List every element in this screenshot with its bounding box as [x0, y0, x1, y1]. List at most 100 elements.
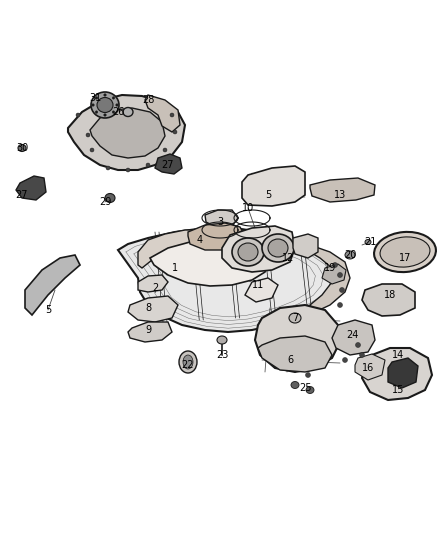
Text: 24: 24 — [346, 330, 358, 340]
Ellipse shape — [289, 313, 301, 323]
Polygon shape — [128, 322, 172, 342]
Polygon shape — [145, 95, 180, 132]
Text: 30: 30 — [16, 143, 28, 153]
Ellipse shape — [112, 111, 115, 114]
Polygon shape — [310, 245, 350, 312]
Polygon shape — [205, 210, 238, 228]
Ellipse shape — [380, 237, 430, 267]
Ellipse shape — [306, 386, 314, 393]
Ellipse shape — [338, 303, 343, 308]
Polygon shape — [188, 223, 245, 250]
Ellipse shape — [123, 108, 133, 117]
Polygon shape — [255, 305, 340, 372]
Text: 20: 20 — [344, 250, 356, 260]
Ellipse shape — [268, 239, 288, 257]
Ellipse shape — [365, 239, 371, 245]
Ellipse shape — [95, 111, 98, 114]
Polygon shape — [138, 230, 205, 268]
Text: 31: 31 — [89, 93, 101, 103]
Polygon shape — [68, 95, 185, 170]
Text: 21: 21 — [364, 237, 376, 247]
Ellipse shape — [76, 113, 80, 117]
Ellipse shape — [86, 133, 90, 137]
Ellipse shape — [95, 96, 98, 99]
Ellipse shape — [217, 336, 227, 344]
Text: 5: 5 — [265, 190, 271, 200]
Polygon shape — [310, 178, 375, 202]
Polygon shape — [155, 154, 182, 174]
Ellipse shape — [332, 262, 338, 268]
Ellipse shape — [374, 232, 436, 272]
Ellipse shape — [238, 243, 258, 261]
Ellipse shape — [179, 351, 197, 373]
Text: 14: 14 — [392, 350, 404, 360]
Text: 27: 27 — [162, 160, 174, 170]
Ellipse shape — [338, 272, 343, 278]
Text: 19: 19 — [324, 263, 336, 273]
Text: 6: 6 — [287, 355, 293, 365]
Text: 12: 12 — [282, 253, 294, 263]
Polygon shape — [242, 166, 305, 206]
Ellipse shape — [232, 238, 264, 266]
Text: 17: 17 — [399, 253, 411, 263]
Ellipse shape — [18, 144, 26, 151]
Polygon shape — [332, 320, 375, 355]
Ellipse shape — [173, 130, 177, 134]
Text: 7: 7 — [292, 313, 298, 323]
Ellipse shape — [105, 193, 115, 203]
Text: 22: 22 — [182, 360, 194, 370]
Ellipse shape — [345, 251, 355, 259]
Polygon shape — [128, 296, 178, 322]
Ellipse shape — [291, 382, 299, 389]
Ellipse shape — [90, 148, 94, 152]
Polygon shape — [355, 354, 385, 380]
Ellipse shape — [356, 343, 360, 348]
Text: 29: 29 — [99, 197, 111, 207]
Polygon shape — [150, 240, 268, 286]
Ellipse shape — [343, 358, 347, 362]
Polygon shape — [222, 226, 295, 272]
Polygon shape — [25, 255, 80, 315]
Text: 28: 28 — [142, 95, 154, 105]
Text: 2: 2 — [152, 283, 158, 293]
Text: 4: 4 — [197, 235, 203, 245]
Ellipse shape — [360, 352, 364, 358]
Ellipse shape — [106, 166, 110, 170]
Ellipse shape — [339, 287, 345, 293]
Ellipse shape — [126, 168, 130, 172]
Text: 13: 13 — [334, 190, 346, 200]
Polygon shape — [362, 348, 432, 400]
Ellipse shape — [146, 163, 150, 167]
Polygon shape — [16, 176, 46, 200]
Text: 25: 25 — [299, 383, 311, 393]
Text: 3: 3 — [217, 217, 223, 227]
Text: 15: 15 — [392, 385, 404, 395]
Ellipse shape — [116, 104, 118, 106]
Text: 26: 26 — [112, 107, 124, 117]
Text: 11: 11 — [252, 280, 264, 290]
Ellipse shape — [104, 94, 106, 96]
Ellipse shape — [92, 104, 94, 106]
Ellipse shape — [262, 234, 294, 262]
Ellipse shape — [112, 96, 115, 99]
Polygon shape — [258, 336, 332, 372]
Ellipse shape — [97, 98, 113, 112]
Text: 5: 5 — [45, 305, 51, 315]
Text: 16: 16 — [362, 363, 374, 373]
Text: 18: 18 — [384, 290, 396, 300]
Polygon shape — [118, 228, 348, 332]
Text: 8: 8 — [145, 303, 151, 313]
Ellipse shape — [170, 113, 174, 117]
Text: 27: 27 — [16, 190, 28, 200]
Polygon shape — [245, 278, 278, 302]
Polygon shape — [388, 358, 418, 388]
Polygon shape — [90, 108, 165, 158]
Ellipse shape — [104, 114, 106, 116]
Text: 23: 23 — [216, 350, 228, 360]
Text: 9: 9 — [145, 325, 151, 335]
Ellipse shape — [163, 148, 167, 152]
Polygon shape — [293, 234, 318, 258]
Ellipse shape — [183, 355, 193, 369]
Polygon shape — [362, 284, 415, 316]
Ellipse shape — [91, 92, 119, 118]
